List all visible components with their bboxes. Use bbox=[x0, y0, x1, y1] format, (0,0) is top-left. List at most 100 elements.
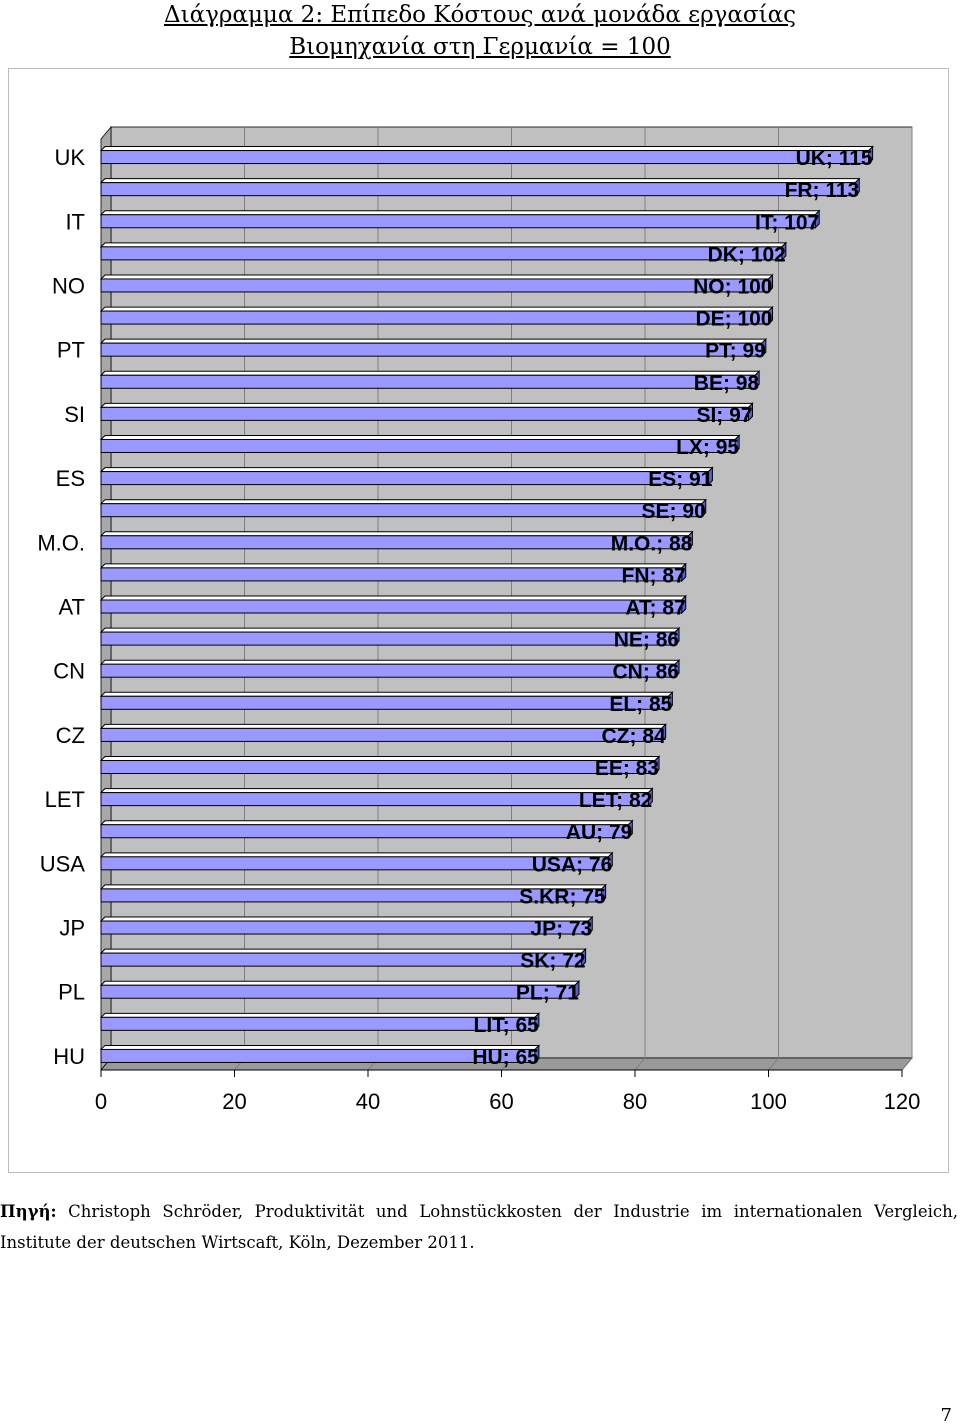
data-label-10: ES; 91 bbox=[648, 468, 713, 491]
y-tick-label-5: ES bbox=[56, 466, 85, 491]
data-label-11: SE; 90 bbox=[642, 500, 706, 523]
bar-3 bbox=[100, 246, 783, 261]
x-tick-label-5: 100 bbox=[750, 1089, 787, 1114]
bar-20 bbox=[100, 792, 649, 807]
bar-25 bbox=[100, 952, 583, 967]
data-label-24: JP; 73 bbox=[530, 918, 592, 941]
bar-top-12 bbox=[99, 531, 694, 537]
bar-top-10 bbox=[99, 467, 714, 473]
chart-title-line1: Διάγραμμα 2: Επίπεδο Κόστους ανά μονάδα … bbox=[163, 2, 797, 28]
bar-top-20 bbox=[99, 788, 654, 794]
data-label-7: BE; 98 bbox=[694, 372, 760, 395]
bar-0 bbox=[100, 150, 870, 165]
bar-22 bbox=[100, 856, 609, 871]
bar-top-9 bbox=[99, 434, 741, 440]
bar-top-11 bbox=[99, 499, 707, 505]
source-label: Πηγή: bbox=[0, 1202, 57, 1221]
y-tick-label-12: JP bbox=[59, 916, 85, 941]
bar-19 bbox=[100, 760, 656, 775]
source-note: Πηγή: Christoph Schröder, Produktivität … bbox=[0, 1196, 958, 1258]
bar-12 bbox=[100, 535, 689, 550]
data-label-18: CZ; 84 bbox=[602, 725, 667, 748]
bar-17 bbox=[100, 695, 669, 710]
data-label-16: CN; 86 bbox=[613, 661, 680, 684]
y-tick-label-10: LET bbox=[45, 787, 85, 812]
data-label-1: FR; 113 bbox=[785, 179, 860, 202]
bar-16 bbox=[100, 663, 676, 678]
x-tick-label-6: 120 bbox=[884, 1089, 921, 1114]
bar-top-21 bbox=[99, 820, 634, 826]
bar-10 bbox=[100, 471, 709, 486]
bar-9 bbox=[100, 438, 736, 453]
bar-27 bbox=[100, 1016, 536, 1031]
y-tick-label-4: SI bbox=[64, 402, 85, 427]
source-text: Christoph Schröder, Produktivität und Lo… bbox=[0, 1202, 958, 1252]
bar-top-1 bbox=[99, 178, 861, 184]
bar-11 bbox=[100, 503, 703, 518]
y-tick-label-3: PT bbox=[57, 338, 85, 363]
bar-top-4 bbox=[99, 274, 774, 280]
bar-top-8 bbox=[99, 402, 754, 408]
data-label-15: NE; 86 bbox=[614, 629, 679, 652]
floor-gridline-5 bbox=[768, 1057, 779, 1071]
bar-top-15 bbox=[99, 627, 681, 633]
y-tick-label-7: AT bbox=[59, 595, 85, 620]
data-label-12: M.O.; 88 bbox=[611, 532, 693, 555]
bar-24 bbox=[100, 920, 589, 935]
x-tick-label-3: 60 bbox=[489, 1089, 513, 1114]
data-label-14: AT; 87 bbox=[625, 597, 685, 620]
y-tick-label-14: HU bbox=[53, 1044, 85, 1069]
bar-8 bbox=[100, 406, 749, 421]
bar-18 bbox=[100, 727, 663, 742]
chart-area: UK; 115 FR; 113 IT; 107 DK; 102 NO; 100 DE; 1… bbox=[8, 68, 949, 1173]
x-tick-label-2: 40 bbox=[356, 1089, 380, 1114]
bar-top-18 bbox=[99, 723, 667, 729]
data-label-17: EL; 85 bbox=[609, 693, 672, 716]
page-number: 7 bbox=[940, 1405, 952, 1426]
bar-top-7 bbox=[99, 370, 761, 376]
x-tick-label-4: 80 bbox=[623, 1089, 647, 1114]
bar-chart: UK; 115 FR; 113 IT; 107 DK; 102 NO; 100 DE; 1… bbox=[37, 125, 921, 1114]
data-label-20: LET; 82 bbox=[579, 789, 653, 812]
bar-28 bbox=[100, 1048, 536, 1063]
bar-top-2 bbox=[99, 210, 821, 216]
bar-7 bbox=[100, 374, 756, 389]
data-label-2: IT; 107 bbox=[755, 211, 819, 234]
data-label-26: PL; 71 bbox=[516, 982, 579, 1005]
bar-1 bbox=[100, 182, 856, 197]
bar-26 bbox=[100, 984, 576, 999]
floor-gridline-6 bbox=[901, 1057, 913, 1071]
data-label-22: USA; 76 bbox=[532, 853, 613, 876]
x-tick-label-1: 20 bbox=[222, 1089, 246, 1114]
y-tick-label-11: USA bbox=[40, 851, 86, 876]
bar-13 bbox=[100, 567, 683, 582]
bar-top-0 bbox=[99, 146, 874, 152]
data-label-25: SK; 72 bbox=[520, 950, 585, 973]
data-label-19: EE; 83 bbox=[595, 757, 659, 780]
data-label-4: NO; 100 bbox=[693, 275, 772, 298]
bar-top-13 bbox=[99, 563, 687, 569]
bar-top-6 bbox=[99, 338, 768, 344]
y-tick-label-9: CZ bbox=[56, 723, 85, 748]
floor-gridline-4 bbox=[634, 1057, 646, 1071]
bar-top-5 bbox=[99, 306, 774, 312]
bar-23 bbox=[100, 888, 603, 903]
bar-6 bbox=[100, 342, 763, 357]
data-label-9: LX; 95 bbox=[676, 436, 739, 459]
y-tick-label-13: PL bbox=[58, 980, 85, 1005]
data-label-8: SI; 97 bbox=[696, 404, 752, 427]
data-label-23: S.KR; 75 bbox=[519, 885, 606, 908]
bar-top-16 bbox=[99, 659, 681, 665]
y-tick-label-8: CN bbox=[53, 659, 85, 684]
bar-5 bbox=[100, 310, 769, 325]
y-tick-label-0: UK bbox=[54, 145, 85, 170]
data-label-5: DE; 100 bbox=[695, 308, 772, 331]
data-label-27: LIT; 65 bbox=[474, 1014, 540, 1037]
bar-4 bbox=[100, 278, 769, 293]
bar-14 bbox=[100, 599, 683, 614]
bar-top-26 bbox=[99, 980, 581, 986]
x-tick-label-0: 0 bbox=[95, 1089, 107, 1114]
data-label-13: FN; 87 bbox=[622, 564, 686, 587]
data-label-21: AU; 79 bbox=[566, 821, 633, 844]
bar-top-19 bbox=[99, 756, 661, 762]
